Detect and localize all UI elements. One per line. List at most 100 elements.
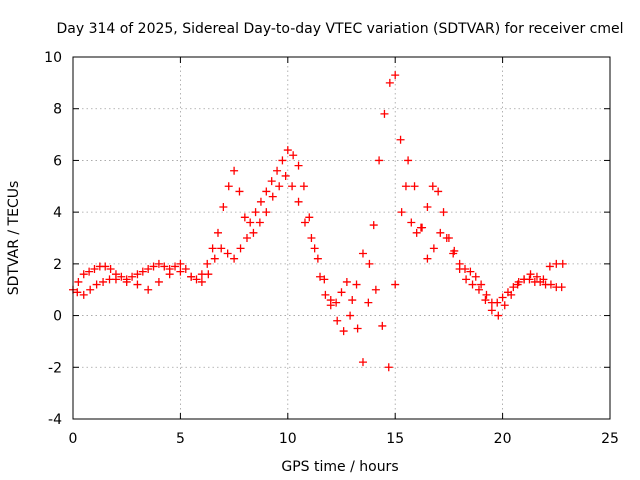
data-point bbox=[278, 156, 287, 165]
y-tick-label: 4 bbox=[53, 205, 62, 221]
data-point bbox=[520, 275, 529, 284]
data-point bbox=[262, 187, 271, 196]
data-point bbox=[299, 182, 308, 191]
data-point bbox=[197, 277, 206, 286]
data-point bbox=[532, 272, 541, 281]
data-point bbox=[384, 363, 393, 372]
data-point bbox=[171, 262, 180, 271]
data-point bbox=[300, 218, 309, 227]
data-point bbox=[396, 135, 405, 144]
data-point bbox=[138, 267, 147, 276]
data-point bbox=[144, 285, 153, 294]
data-point bbox=[187, 272, 196, 281]
data-point bbox=[439, 208, 448, 217]
y-tick-label: 2 bbox=[53, 257, 62, 273]
data-point bbox=[385, 78, 394, 87]
data-point bbox=[79, 270, 88, 279]
data-point bbox=[482, 290, 491, 299]
plot-frame bbox=[72, 56, 611, 420]
data-point bbox=[320, 275, 329, 284]
data-point bbox=[79, 290, 88, 299]
data-point bbox=[122, 277, 131, 286]
data-point bbox=[380, 109, 389, 118]
data-point bbox=[477, 280, 486, 289]
series-points bbox=[69, 71, 566, 367]
data-point bbox=[133, 280, 142, 289]
data-point bbox=[74, 277, 83, 286]
data-point bbox=[352, 280, 361, 289]
data-point bbox=[348, 296, 357, 305]
data-point bbox=[353, 324, 362, 333]
data-point bbox=[429, 244, 438, 253]
data-point bbox=[181, 265, 190, 274]
data-point bbox=[436, 228, 445, 237]
data-point bbox=[434, 187, 443, 196]
data-point bbox=[397, 208, 406, 217]
data-points bbox=[69, 71, 567, 372]
data-point bbox=[203, 259, 212, 268]
data-point bbox=[268, 192, 277, 201]
data-point bbox=[375, 156, 384, 165]
data-point bbox=[333, 316, 342, 325]
data-point bbox=[176, 259, 185, 268]
y-tick-label: 10 bbox=[44, 50, 62, 66]
y-tick-label: 8 bbox=[53, 102, 62, 118]
data-point bbox=[176, 267, 185, 276]
data-point bbox=[90, 265, 99, 274]
data-point bbox=[378, 321, 387, 330]
data-point bbox=[498, 293, 507, 302]
data-point bbox=[289, 151, 298, 160]
data-point bbox=[462, 275, 471, 284]
data-point bbox=[346, 311, 355, 320]
data-point bbox=[416, 223, 425, 232]
data-point bbox=[242, 234, 251, 242]
data-point bbox=[307, 234, 316, 242]
data-point bbox=[313, 254, 322, 263]
data-point bbox=[365, 259, 374, 268]
data-point bbox=[339, 327, 348, 336]
x-tick-label: 5 bbox=[176, 431, 185, 447]
data-point bbox=[288, 182, 297, 191]
axis-ticks bbox=[72, 56, 611, 420]
data-point bbox=[449, 249, 458, 258]
data-point bbox=[316, 272, 325, 281]
data-point bbox=[275, 182, 284, 191]
data-point bbox=[230, 254, 239, 263]
data-point bbox=[117, 272, 126, 281]
data-point bbox=[256, 197, 265, 206]
data-point bbox=[481, 296, 490, 305]
data-point bbox=[310, 244, 319, 253]
gridlines bbox=[73, 57, 610, 419]
data-point bbox=[219, 202, 228, 211]
data-point bbox=[294, 161, 303, 170]
data-point bbox=[283, 146, 292, 155]
data-point bbox=[204, 270, 213, 279]
x-tick-label: 10 bbox=[279, 431, 297, 447]
y-tick-label: -4 bbox=[48, 412, 62, 428]
x-tick-label: 15 bbox=[386, 431, 404, 447]
data-point bbox=[149, 262, 158, 271]
data-point bbox=[410, 182, 419, 191]
y-tick-label: -2 bbox=[48, 360, 62, 376]
y-tick-labels: -4 -2 0 2 4 6 8 10 bbox=[44, 50, 62, 428]
data-point bbox=[99, 277, 108, 286]
data-point bbox=[558, 259, 567, 268]
data-point bbox=[73, 288, 82, 297]
data-point bbox=[369, 221, 378, 230]
data-point bbox=[337, 288, 346, 297]
data-point bbox=[423, 254, 432, 263]
data-point bbox=[358, 358, 367, 367]
x-tick-label: 0 bbox=[69, 431, 78, 447]
data-point bbox=[210, 254, 219, 263]
data-point bbox=[404, 156, 413, 165]
data-point bbox=[326, 296, 335, 305]
data-point bbox=[391, 71, 400, 80]
data-point bbox=[92, 280, 101, 289]
data-point bbox=[262, 208, 271, 217]
data-point bbox=[468, 280, 477, 289]
data-point bbox=[428, 182, 437, 191]
data-point bbox=[509, 283, 518, 292]
data-point bbox=[111, 275, 120, 284]
data-point bbox=[371, 285, 380, 294]
y-axis-title: SDTVAR / TECUs bbox=[6, 181, 22, 296]
